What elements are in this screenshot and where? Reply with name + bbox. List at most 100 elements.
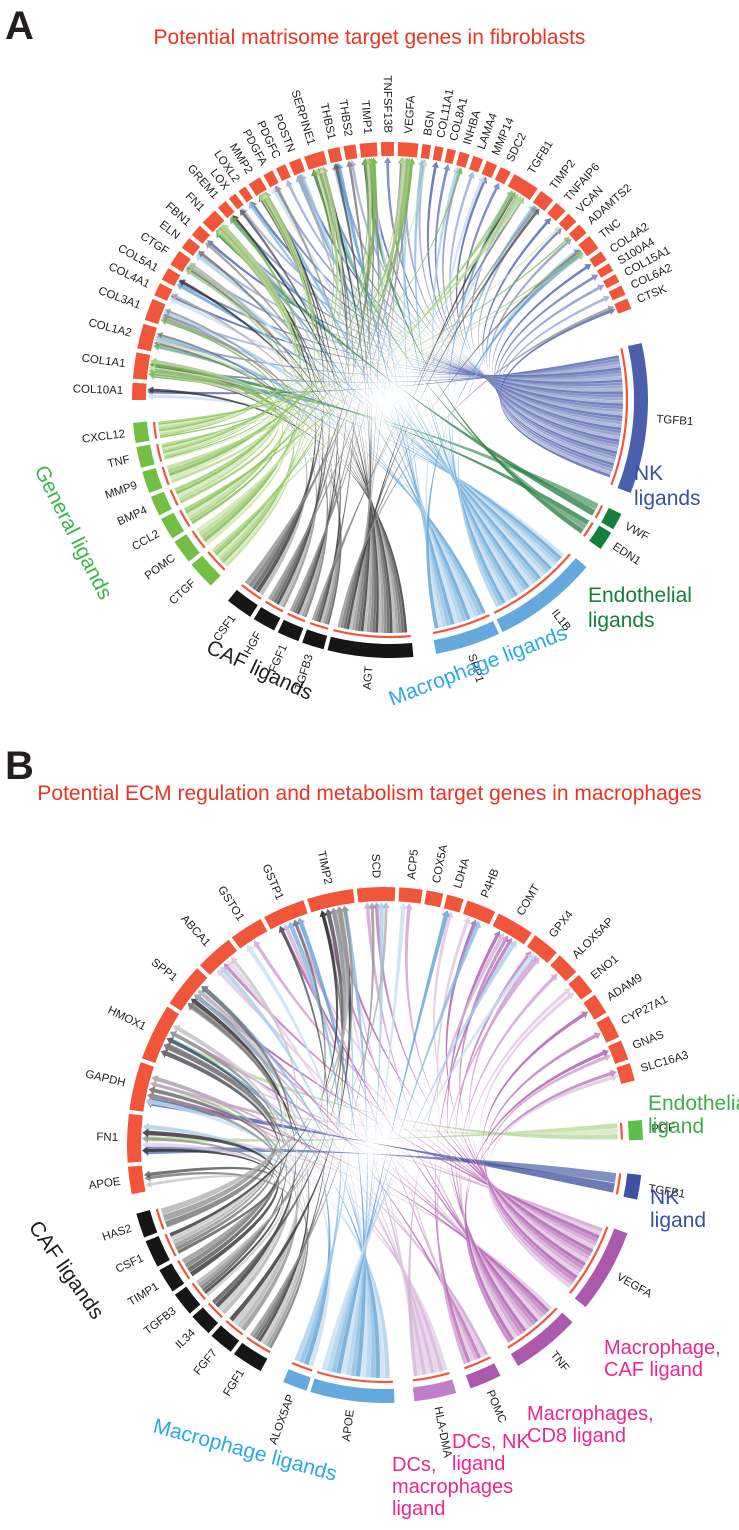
chord-ribbon — [148, 370, 288, 546]
arc-segment-TGFB1 — [617, 342, 648, 494]
gene-label-VWF: VWF — [623, 521, 651, 544]
arc-segment-COMT — [492, 913, 532, 945]
target-color-tick — [179, 509, 191, 528]
gene-label-GSTP1: GSTP1 — [259, 863, 285, 902]
arc-segment-TNFAIP6 — [547, 202, 566, 222]
arc-segment-HGF — [253, 607, 281, 631]
chord-ribbon — [220, 224, 307, 562]
gene-label-APOE: APOE — [88, 1176, 122, 1192]
chord-ribbon — [146, 1096, 615, 1193]
chord-ribbon — [190, 998, 297, 1308]
gene-label-FN1: FN1 — [96, 1131, 118, 1144]
group-label: ligand — [452, 1453, 505, 1475]
chord-ribbon — [340, 905, 368, 1377]
arc-segment-COL11A1 — [432, 145, 444, 162]
chord-ribbon — [148, 1086, 276, 1251]
arc-segment-VWF — [601, 507, 622, 530]
gene-label-TGFB1: TGFB1 — [656, 414, 694, 429]
arc-segment-GNAS — [608, 1040, 629, 1064]
arcs-layer — [126, 886, 643, 1403]
chord-ribbon — [335, 162, 455, 625]
arc-segment-SPP1 — [433, 621, 499, 654]
gene-label-GAPDH: GAPDH — [84, 1068, 127, 1089]
arc-segment-TNFSF13B — [380, 141, 395, 157]
chord-ribbon — [216, 168, 340, 558]
arc-segment-LOXL2 — [238, 186, 254, 203]
arc-segment-GSTP1 — [264, 900, 308, 930]
arc-segment-LDHA — [443, 894, 464, 913]
arc-segment-COL10A1 — [132, 382, 147, 400]
arc-segment-APOE — [127, 1165, 146, 1195]
group-label: CAF ligands — [24, 1217, 108, 1324]
chord-ribbon — [186, 158, 372, 517]
arc-segment-LOX — [228, 193, 244, 210]
arc-segment-CTGF — [170, 251, 191, 272]
target-color-tick — [161, 466, 170, 486]
group-label: ligand — [648, 1115, 704, 1138]
arc-segment-CSF1 — [228, 589, 258, 617]
arc-segment-IL1B — [496, 558, 587, 633]
gene-label-MMP9: MMP9 — [104, 480, 139, 502]
arc-segment-TGFB1 — [623, 1173, 642, 1200]
arc-segment-CCL2 — [161, 512, 185, 539]
gene-label-POMC: POMC — [484, 1388, 509, 1424]
gene-label-POMC: POMC — [143, 552, 178, 582]
arc-segment-COL5A1 — [161, 268, 181, 287]
gene-label-COL1A1: COL1A1 — [81, 352, 126, 370]
arc-segment-TGFB1 — [507, 173, 538, 200]
target-color-tick — [463, 1356, 491, 1370]
arc-segment-ACP5 — [398, 887, 423, 904]
chord-ribbon — [216, 969, 542, 1321]
arc-segment-TIMP2 — [532, 190, 554, 211]
chord-ribbon — [484, 1032, 601, 1283]
target-color-tick — [507, 1307, 558, 1349]
gene-label-COX5A: COX5A — [431, 843, 450, 884]
target-color-tick — [619, 1122, 624, 1140]
target-color-tick — [333, 629, 411, 639]
panel-b-title: Potential ECM regulation and metabolism … — [37, 782, 702, 805]
gene-label-THBS2: THBS2 — [336, 99, 354, 137]
arc-segment-SPP1 — [169, 968, 208, 1011]
arc-segment-COL8A1 — [444, 148, 456, 165]
arc-segment-SDC2 — [494, 167, 511, 185]
target-color-tick — [169, 489, 179, 506]
gene-label-ALOX5AP: ALOX5AP — [570, 916, 616, 962]
arc-segment-THBS1 — [327, 147, 343, 164]
gene-label-CYP27A1: CYP27A1 — [619, 994, 669, 1028]
gene-label-FGF7: FGF7 — [192, 1347, 220, 1377]
gene-label-PGF: PGF — [651, 1122, 675, 1135]
arc-segment-HAS2 — [136, 1210, 158, 1238]
chord-ribbon — [363, 902, 533, 1328]
arc-segment-HLA-DMA — [412, 1379, 457, 1402]
gene-label-GSTO1: GSTO1 — [215, 884, 246, 923]
arc-segment-TNF — [510, 1312, 573, 1367]
target-color-tick — [246, 1336, 271, 1354]
arc-segment-VEGFA — [397, 142, 419, 158]
chord-ribbon — [194, 994, 331, 1366]
group-label: CAF ligand — [604, 1359, 703, 1381]
gene-label-FGF1: FGF1 — [221, 1367, 247, 1398]
target-color-tick — [309, 622, 329, 630]
target-color-tick — [207, 1302, 223, 1319]
arc-segment-VCAN — [558, 213, 577, 232]
chord-ribbon — [142, 1144, 617, 1183]
group-label: DCs, — [392, 1454, 436, 1476]
arc-segment-POMC — [174, 534, 200, 562]
group-label: macrophages — [392, 1476, 513, 1498]
target-color-tick — [191, 530, 206, 549]
arc-segment-P4HB — [462, 900, 496, 925]
gene-label-CTGF: CTGF — [167, 577, 198, 607]
target-color-tick — [287, 612, 306, 623]
arc-segment-POMC — [465, 1363, 501, 1389]
gene-label-CSF1: CSF1 — [114, 1252, 146, 1275]
chord-diagram-panel-a: COL10A1COL1A1COL1A2COL3A1COL4A1COL5A1CTG… — [30, 75, 701, 710]
arc-segment-HMOX1 — [142, 1006, 180, 1064]
target-color-tick — [493, 553, 571, 614]
group-label: General ligands — [30, 462, 117, 604]
chord-ribbon — [336, 910, 451, 1374]
group-label: Endothelial — [648, 1092, 739, 1115]
arc-segment-ELN — [181, 238, 201, 256]
chord-ribbon — [425, 195, 522, 628]
chord-ribbon — [196, 902, 390, 1284]
arc-segment-CSF1 — [145, 1236, 170, 1267]
